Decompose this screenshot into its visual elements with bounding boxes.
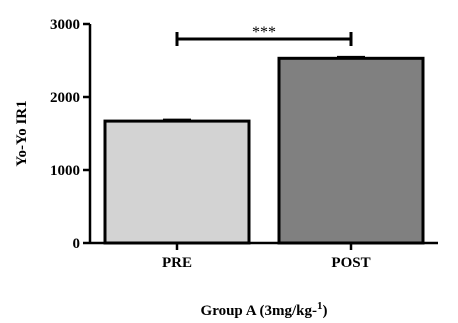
x-axis-title-superscript: 1 [317,300,323,312]
y-tick-label: 0 [73,236,81,252]
y-ticks: 0 1000 2000 3000 [50,17,90,252]
y-tick-label: 2000 [50,90,80,106]
bar-post [277,56,425,245]
x-tick-label-pre: PRE [162,255,192,271]
bar-pre [103,119,251,245]
y-tick-label: 3000 [50,17,80,33]
x-axis-title: Group A (3mg/kg-1) [201,300,328,319]
y-tick-label: 1000 [50,163,80,179]
error-bars [163,55,365,122]
y-axis-title: Yo-Yo IR1 [14,100,30,166]
significance-bracket: *** [175,24,353,46]
x-ticks: PRE POST [162,243,371,271]
x-axis-title-main: Group A (3mg/kg- [201,303,317,319]
bars [103,56,425,245]
x-axis-title-close: ) [322,303,327,319]
x-tick-label-post: POST [331,255,370,271]
significance-label: *** [252,24,276,41]
